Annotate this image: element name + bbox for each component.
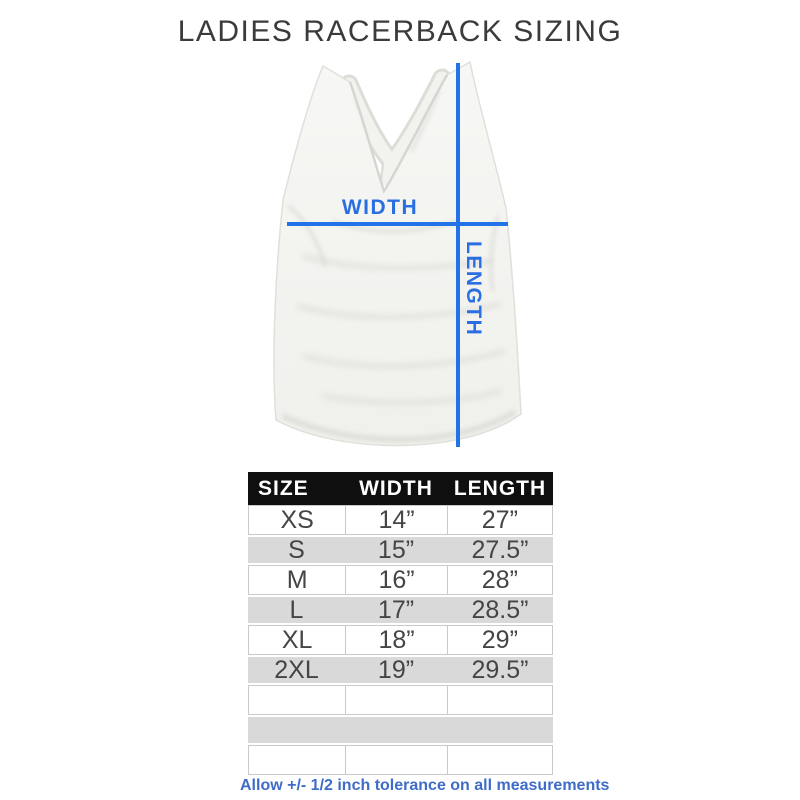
table-cell: 29” [446,626,552,654]
table-cell: 14” [345,506,446,534]
table-cell: XL [281,626,313,654]
header-cell: LENGTH [453,477,547,500]
table-cell [345,686,446,714]
table-row: XS 14” 27” [248,505,553,535]
table-row [248,685,553,715]
table-cell [447,717,553,743]
table-row: S 15” 27.5” [248,535,553,565]
tolerance-note: Allow +/- 1/2 inch tolerance on all meas… [240,777,610,794]
tank-top-image [273,61,522,447]
size-table: SIZE WIDTH LENGTH XS 14” 27” S 15” 27.5” M 16” 28”… [248,472,553,775]
table-row: XL 18” 29” [248,625,553,655]
table-cell [446,746,552,774]
header-cell: WIDTH [359,477,433,500]
table-cell: 27” [446,506,552,534]
size-table-header: SIZE WIDTH LENGTH [248,472,553,505]
table-cell: M [286,566,308,594]
table-cell: 17” [377,597,415,623]
table-cell: 2XL [274,657,319,683]
table-cell: S [288,537,305,563]
size-table-body: XS 14” 27” S 15” 27.5” M 16” 28” L 17” 28.5” XL 18” 29… [248,505,553,775]
table-cell [249,746,345,774]
header-cell: SIZE [258,477,309,500]
table-cell: 29.5” [471,657,529,683]
width-measure-line [287,222,508,226]
page-title: LADIES RACERBACK SIZING [177,15,623,48]
width-label: WIDTH [341,196,419,219]
table-cell [446,686,552,714]
length-label: LENGTH [462,241,485,337]
table-cell: L [289,597,304,623]
table-row: L 17” 28.5” [248,595,553,625]
table-cell [248,717,345,743]
length-measure-line [456,63,460,447]
table-cell: 19” [377,657,415,683]
table-cell [345,746,446,774]
table-row: 2XL 19” 29.5” [248,655,553,685]
table-cell: 15” [377,537,415,563]
table-row [248,745,553,775]
table-cell: 28” [446,566,552,594]
table-cell: XS [280,506,314,534]
table-cell: 27.5” [471,537,529,563]
table-cell [249,686,345,714]
table-row: M 16” 28” [248,565,553,595]
table-cell [345,717,447,743]
table-cell: 18” [345,626,446,654]
table-cell: 28.5” [471,597,529,623]
table-cell: 16” [345,566,446,594]
table-row [248,715,553,745]
